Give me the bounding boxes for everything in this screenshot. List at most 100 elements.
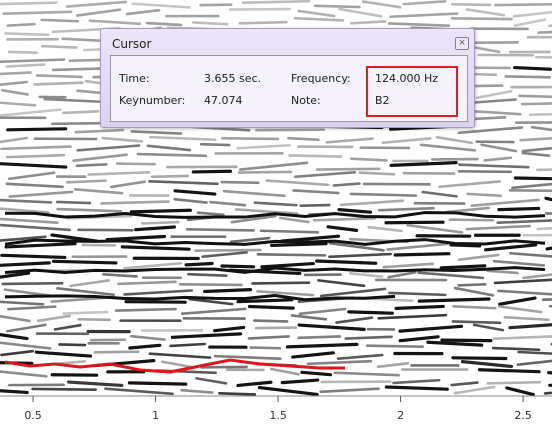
spectral-stroke <box>470 198 540 207</box>
spectral-stroke <box>131 2 191 9</box>
spectral-stroke <box>457 253 500 261</box>
spectral-stroke <box>319 387 380 394</box>
spectral-stroke <box>148 352 212 359</box>
spectral-stroke <box>65 179 107 184</box>
harmonic-line <box>4 266 546 274</box>
spectral-stroke <box>332 182 361 187</box>
spectral-stroke <box>51 259 118 265</box>
spectral-stroke <box>290 314 328 321</box>
spectral-stroke <box>247 335 290 340</box>
spectral-stroke <box>278 216 310 224</box>
spectral-stroke <box>129 334 166 341</box>
spectral-stroke <box>104 387 174 396</box>
spectral-stroke <box>247 304 295 310</box>
spectral-stroke <box>536 227 552 231</box>
spectral-stroke <box>497 289 552 296</box>
spectral-stroke <box>547 371 552 375</box>
spectral-stroke <box>326 225 359 232</box>
spectral-stroke <box>256 253 327 257</box>
spectral-stroke <box>120 245 191 251</box>
spectral-stroke <box>421 190 458 198</box>
spectral-stroke <box>220 180 260 185</box>
spectral-stroke <box>0 88 29 96</box>
spectral-stroke <box>0 108 62 117</box>
spectral-stroke <box>220 264 256 269</box>
spectral-stroke <box>191 21 229 26</box>
spectral-stroke <box>213 354 282 361</box>
fundamental-line <box>4 358 345 374</box>
spectral-stroke <box>253 201 298 207</box>
spectral-stroke <box>439 264 487 270</box>
spectral-stroke <box>448 218 495 222</box>
spectral-stroke <box>544 212 552 215</box>
cursor-panel: Cursor ⨯ Time: 3.655 sec. Frequency: 124… <box>100 28 475 128</box>
spectral-stroke <box>187 272 228 277</box>
spectral-stroke <box>130 130 183 135</box>
spectral-stroke <box>457 126 524 135</box>
spectral-stroke <box>347 310 394 315</box>
spectral-stroke <box>0 1 58 6</box>
spectral-stroke <box>257 385 319 397</box>
spectral-stroke <box>338 7 383 18</box>
close-button[interactable]: ⨯ <box>455 37 469 50</box>
spectral-stroke <box>509 251 552 258</box>
spectral-stroke <box>136 152 208 158</box>
spectral-stroke <box>417 271 485 280</box>
x-tick-label: 1 <box>152 409 159 422</box>
spectral-stroke <box>452 305 497 310</box>
spectral-stroke <box>517 350 552 355</box>
spectral-stroke <box>388 291 447 297</box>
spectral-stroke <box>5 63 46 68</box>
spectral-stroke <box>67 380 124 388</box>
spectral-stroke <box>536 168 552 172</box>
spectral-stroke <box>460 360 514 369</box>
spectral-stroke <box>73 188 124 195</box>
spectral-stroke <box>377 206 435 212</box>
spectral-stroke <box>457 283 487 287</box>
spectral-stroke <box>145 21 183 27</box>
spectral-stroke <box>0 136 28 144</box>
spectral-stroke <box>0 235 47 242</box>
spectral-stroke <box>394 304 445 310</box>
highlight-box <box>366 66 458 117</box>
spectral-stroke <box>0 370 48 378</box>
spectral-stroke <box>76 144 141 152</box>
spectral-stroke <box>221 136 280 141</box>
spectral-stroke <box>389 12 459 19</box>
spectral-stroke <box>508 189 552 193</box>
spectral-stroke <box>496 219 552 225</box>
spectral-stroke <box>471 45 501 54</box>
spectral-stroke <box>349 192 418 197</box>
spectral-stroke <box>382 262 434 269</box>
spectral-stroke <box>7 305 57 311</box>
spectral-stroke <box>519 137 552 142</box>
spectral-stroke <box>58 343 87 347</box>
spectral-stroke <box>270 242 328 247</box>
spectral-stroke <box>287 136 320 142</box>
spectral-stroke <box>7 50 38 54</box>
spectral-stroke <box>349 20 387 25</box>
spectral-stroke <box>180 388 214 394</box>
spectral-stroke <box>252 319 289 323</box>
spectral-stroke <box>298 307 347 316</box>
spectral-stroke <box>466 109 522 116</box>
spectral-stroke <box>453 286 495 297</box>
spectral-stroke <box>493 335 552 341</box>
spectral-stroke <box>127 381 188 386</box>
spectral-stroke <box>504 75 551 79</box>
spectral-stroke <box>513 176 552 181</box>
spectral-stroke <box>480 143 518 153</box>
spectral-stroke <box>169 342 206 348</box>
spectral-stroke <box>543 391 552 395</box>
spectral-stroke <box>457 163 530 169</box>
spectral-stroke <box>209 200 247 207</box>
spectral-stroke <box>325 137 374 144</box>
x-tick-label: 2 <box>397 409 404 422</box>
spectral-stroke <box>516 359 552 366</box>
spectral-stroke <box>451 320 502 325</box>
spectral-stroke <box>435 135 473 145</box>
spectral-stroke <box>237 170 293 174</box>
spectral-stroke <box>115 162 156 166</box>
spectral-stroke <box>417 297 491 303</box>
